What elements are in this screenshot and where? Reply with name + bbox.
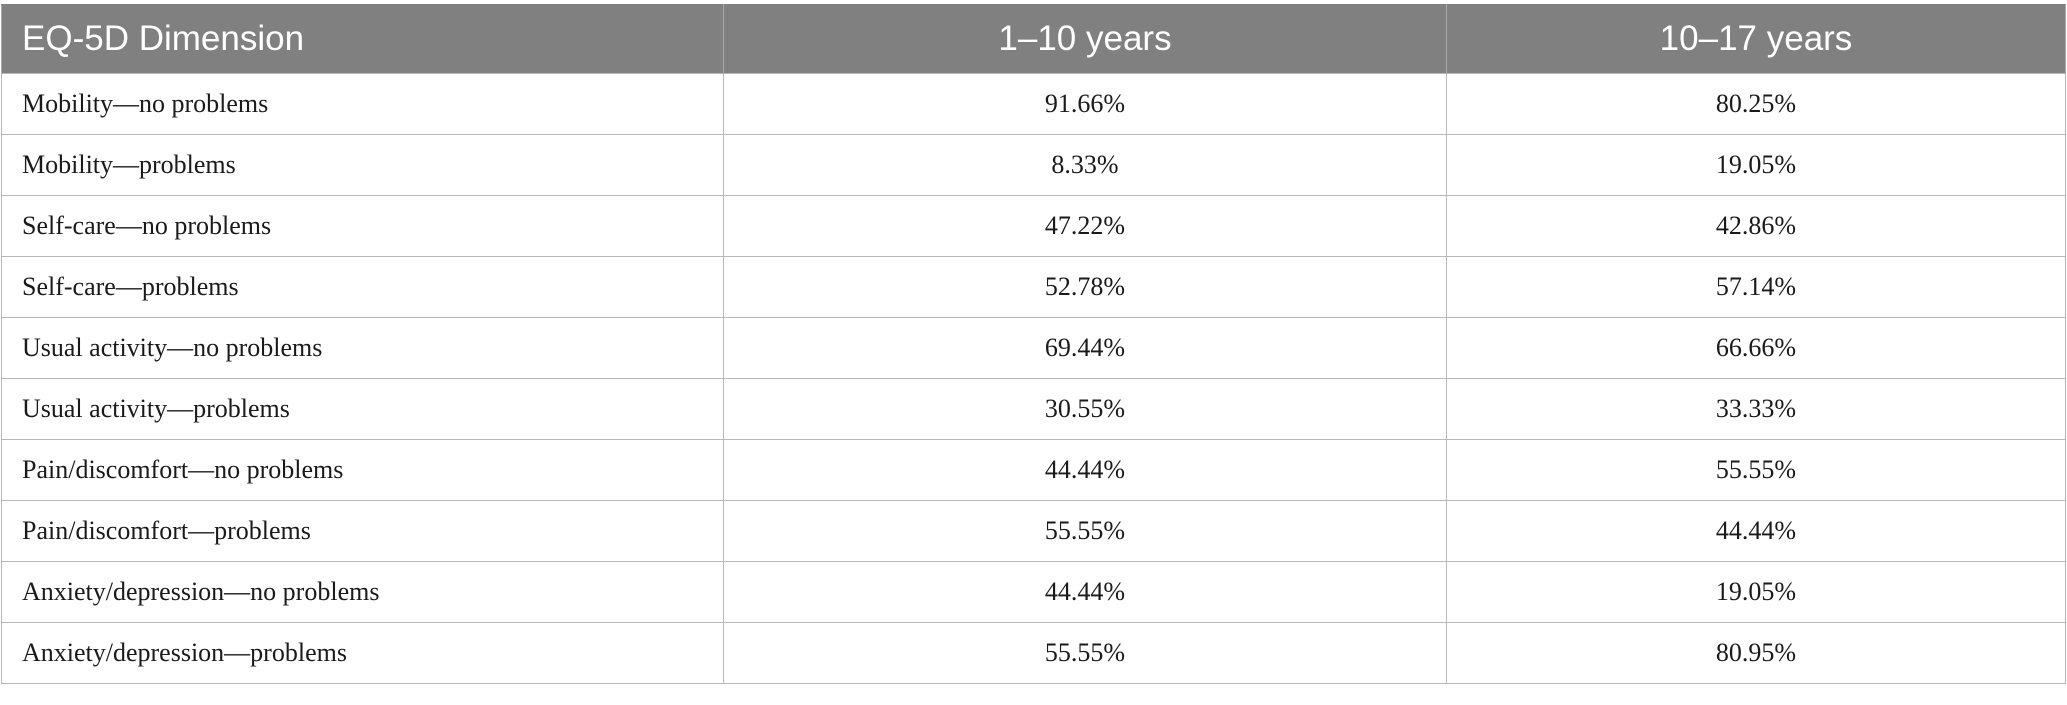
table-body: Mobility—no problems 91.66% 80.25% Mobil… [1, 73, 2066, 684]
cell-age-10-17: 44.44% [1446, 500, 2066, 562]
header-dimension: EQ-5D Dimension [1, 4, 724, 74]
row-dimension-label: Anxiety/depression—problems [1, 622, 724, 684]
table-row: Anxiety/depression—no problems 44.44% 19… [1, 561, 2066, 623]
cell-age-10-17: 42.86% [1446, 195, 2066, 257]
header-age-10-17: 10–17 years [1446, 4, 2066, 74]
cell-age-10-17: 80.95% [1446, 622, 2066, 684]
cell-age-1-10: 8.33% [723, 134, 1447, 196]
cell-age-1-10: 55.55% [723, 622, 1447, 684]
cell-age-10-17: 57.14% [1446, 256, 2066, 318]
cell-age-1-10: 91.66% [723, 73, 1447, 135]
cell-age-10-17: 19.05% [1446, 561, 2066, 623]
cell-age-10-17: 66.66% [1446, 317, 2066, 379]
cell-age-10-17: 80.25% [1446, 73, 2066, 135]
header-age-1-10: 1–10 years [723, 4, 1447, 74]
eq5d-table-container: EQ-5D Dimension 1–10 years 10–17 years M… [1, 4, 2066, 684]
header-row: EQ-5D Dimension 1–10 years 10–17 years [1, 4, 2066, 74]
cell-age-1-10: 69.44% [723, 317, 1447, 379]
table-row: Pain/discomfort—no problems 44.44% 55.55… [1, 439, 2066, 501]
row-dimension-label: Self-care—no problems [1, 195, 724, 257]
eq5d-table: EQ-5D Dimension 1–10 years 10–17 years M… [1, 4, 2066, 684]
row-dimension-label: Self-care—problems [1, 256, 724, 318]
table-row: Mobility—no problems 91.66% 80.25% [1, 73, 2066, 135]
cell-age-10-17: 55.55% [1446, 439, 2066, 501]
table-row: Pain/discomfort—problems 55.55% 44.44% [1, 500, 2066, 562]
cell-age-1-10: 44.44% [723, 439, 1447, 501]
cell-age-1-10: 52.78% [723, 256, 1447, 318]
table-row: Usual activity—problems 30.55% 33.33% [1, 378, 2066, 440]
row-dimension-label: Anxiety/depression—no problems [1, 561, 724, 623]
row-dimension-label: Mobility—no problems [1, 73, 724, 135]
cell-age-10-17: 19.05% [1446, 134, 2066, 196]
cell-age-1-10: 44.44% [723, 561, 1447, 623]
cell-age-1-10: 30.55% [723, 378, 1447, 440]
row-dimension-label: Pain/discomfort—problems [1, 500, 724, 562]
table-row: Usual activity—no problems 69.44% 66.66% [1, 317, 2066, 379]
cell-age-1-10: 55.55% [723, 500, 1447, 562]
cell-age-10-17: 33.33% [1446, 378, 2066, 440]
cell-age-1-10: 47.22% [723, 195, 1447, 257]
row-dimension-label: Usual activity—problems [1, 378, 724, 440]
table-header: EQ-5D Dimension 1–10 years 10–17 years [1, 4, 2066, 74]
table-row: Self-care—no problems 47.22% 42.86% [1, 195, 2066, 257]
row-dimension-label: Mobility—problems [1, 134, 724, 196]
row-dimension-label: Pain/discomfort—no problems [1, 439, 724, 501]
table-row: Mobility—problems 8.33% 19.05% [1, 134, 2066, 196]
row-dimension-label: Usual activity—no problems [1, 317, 724, 379]
table-row: Self-care—problems 52.78% 57.14% [1, 256, 2066, 318]
table-row: Anxiety/depression—problems 55.55% 80.95… [1, 622, 2066, 684]
